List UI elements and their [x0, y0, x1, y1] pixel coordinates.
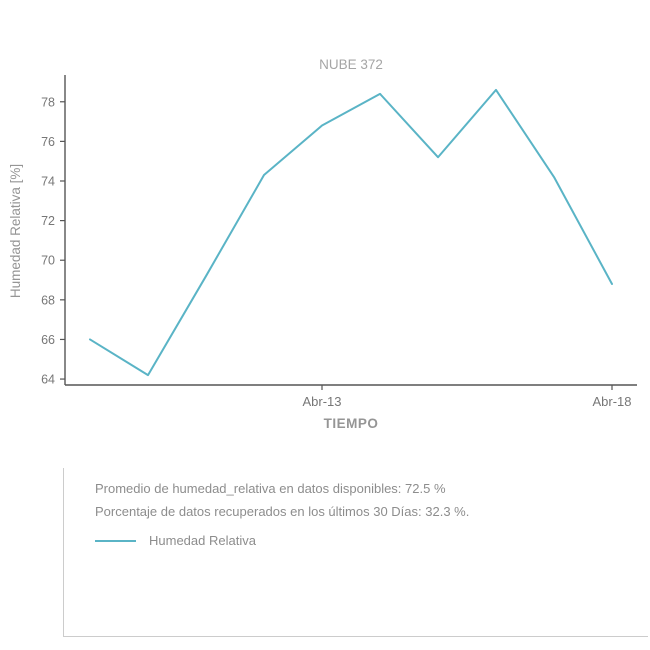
legend-label: Humedad Relativa — [149, 532, 256, 548]
legend-line-icon — [95, 539, 136, 542]
humidity-chart: NUBE 372 TIEMPO Humedad Relativa [%] 64 6… — [8, 57, 637, 431]
x-tick-label: Abr-13 — [302, 394, 341, 409]
legend: Humedad Relativa — [95, 530, 648, 553]
y-tick-label: 66 — [41, 333, 55, 347]
average-text: Promedio de humedad_relativa en datos di… — [95, 481, 446, 496]
info-panel: Promedio de humedad_relativa en datos di… — [63, 468, 648, 637]
y-tick-label: 72 — [41, 214, 55, 228]
recovered-text: Porcentaje de datos recuperados en los ú… — [95, 503, 470, 519]
y-axis-label: Humedad Relativa [%] — [8, 164, 23, 298]
y-tick-label: 76 — [41, 135, 55, 149]
y-tick-label: 70 — [41, 254, 55, 268]
y-tick-label: 74 — [41, 174, 55, 188]
y-tick-label: 64 — [41, 373, 55, 387]
series-line-humedad-relativa — [89, 88, 613, 377]
chart-canvas: NUBE 372 TIEMPO Humedad Relativa [%] 64 6… — [8, 57, 637, 431]
x-axis-label: TIEMPO — [324, 416, 379, 431]
x-tick-label: Abr-18 — [592, 394, 631, 409]
y-tick-label: 68 — [41, 293, 55, 307]
y-tick-label: 78 — [41, 95, 55, 109]
chart-title: NUBE 372 — [319, 57, 383, 72]
